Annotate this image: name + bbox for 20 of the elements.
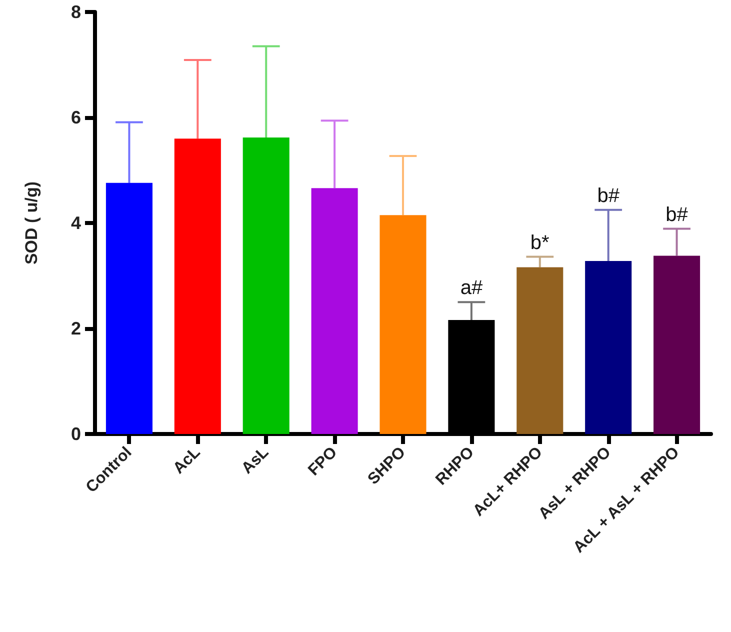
bar: [380, 215, 426, 434]
y-tick-label: 0: [70, 424, 81, 444]
bar: [174, 138, 221, 434]
annotation: b*: [530, 232, 550, 254]
y-tick-label: 4: [70, 213, 81, 233]
y-tick-label: 8: [70, 2, 81, 22]
annotation: b#: [666, 204, 689, 226]
bar: [654, 256, 700, 434]
y-tick-label: 2: [70, 318, 81, 338]
x-tick-label: AcL: [170, 444, 204, 478]
y-tick-label: 6: [70, 108, 81, 128]
bar: [106, 182, 152, 434]
annotation: a#: [460, 277, 484, 300]
y-axis-title: SOD ( u/g): [22, 181, 41, 265]
annotation: b#: [597, 184, 620, 207]
bar: [311, 188, 358, 434]
bar: [242, 138, 290, 434]
bar: [585, 260, 632, 434]
x-tick-label: AsL: [238, 444, 272, 478]
bar: [516, 267, 564, 434]
